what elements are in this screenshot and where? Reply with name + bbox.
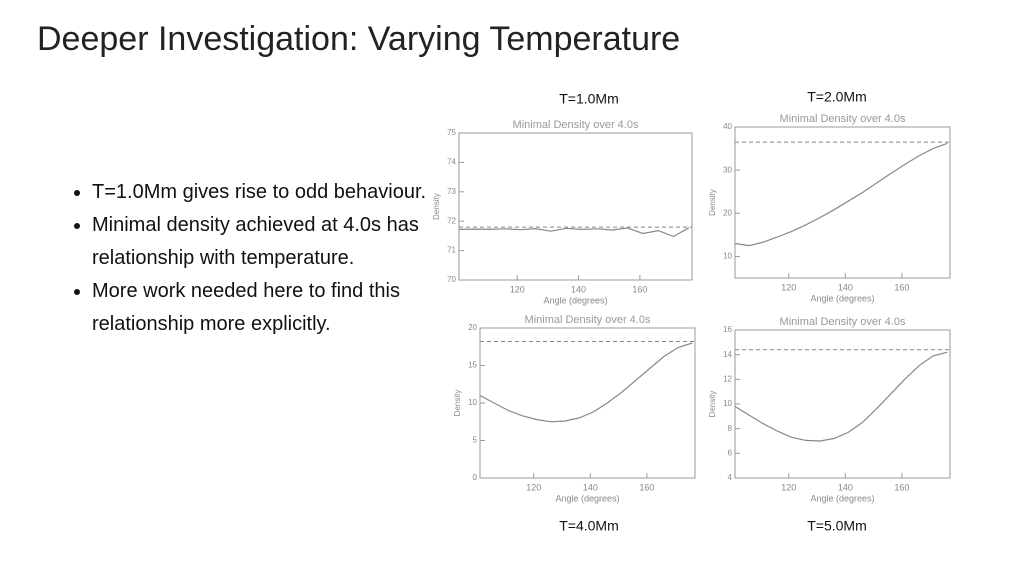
plot-title: Minimal Density over 4.0s [525,314,651,326]
y-tick-label: 15 [468,361,477,370]
y-tick-label: 40 [723,122,732,131]
x-tick-label: 160 [632,284,647,294]
x-tick-label: 120 [510,284,525,294]
plot-frame [734,126,951,279]
y-tick-label: 70 [447,275,456,284]
x-tick-label: 160 [894,482,909,492]
x-axis-label: Angle (degrees) [543,295,607,305]
plot-frame [734,329,951,479]
y-tick-label: 16 [723,325,732,334]
y-axis-label: Density [708,189,717,216]
x-tick-label: 140 [571,284,586,294]
y-tick-label: 10 [723,399,732,408]
data-line [458,227,690,238]
bullet-list: T=1.0Mm gives rise to odd behaviour. Min… [64,176,432,341]
slide-title: Deeper Investigation: Varying Temperatur… [37,20,681,58]
y-tick-label: 8 [728,424,733,433]
y-tick-label: 14 [723,350,732,359]
plot-frame [479,327,696,479]
y-tick-label: 72 [447,216,456,225]
x-tick-label: 140 [583,482,598,492]
chart-caption: T=2.0Mm [807,89,867,105]
data-line [734,351,948,442]
plot-title: Minimal Density over 4.0s [780,113,906,125]
x-tick-label: 140 [838,482,853,492]
y-axis-label: Density [432,193,441,220]
plot-title: Minimal Density over 4.0s [780,316,906,328]
y-tick-label: 73 [447,187,456,196]
data-line [734,142,948,247]
y-tick-label: 10 [723,252,732,261]
y-tick-label: 74 [447,158,456,167]
x-tick-label: 120 [781,482,796,492]
y-tick-label: 75 [447,128,456,137]
x-axis-label: Angle (degrees) [810,493,874,503]
chart-caption: T=4.0Mm [559,518,619,534]
x-tick-label: 160 [639,482,654,492]
x-tick-label: 140 [838,282,853,292]
bullet: Minimal density achieved at 4.0s has rel… [92,209,432,275]
y-axis-label: Density [453,390,462,417]
y-tick-label: 20 [723,208,732,217]
x-axis-label: Angle (degrees) [810,293,874,303]
y-tick-label: 30 [723,165,732,174]
y-tick-label: 12 [723,374,732,383]
x-tick-label: 160 [894,282,909,292]
chart-caption: T=1.0Mm [559,91,619,107]
plot-title: Minimal Density over 4.0s [513,119,639,131]
y-tick-label: 20 [468,323,477,332]
y-tick-label: 10 [468,398,477,407]
y-tick-label: 5 [473,436,478,445]
bullet: More work needed here to find this relat… [92,275,432,341]
chart-caption: T=5.0Mm [807,518,867,534]
y-tick-label: 0 [473,473,478,482]
x-tick-label: 120 [526,482,541,492]
data-line [479,342,693,423]
y-tick-label: 4 [728,473,733,482]
bullet: T=1.0Mm gives rise to odd behaviour. [92,176,432,209]
y-axis-label: Density [708,391,717,418]
x-tick-label: 120 [781,282,796,292]
y-tick-label: 71 [447,246,456,255]
x-axis-label: Angle (degrees) [555,493,619,503]
y-tick-label: 6 [728,448,733,457]
plot-frame [458,132,693,281]
